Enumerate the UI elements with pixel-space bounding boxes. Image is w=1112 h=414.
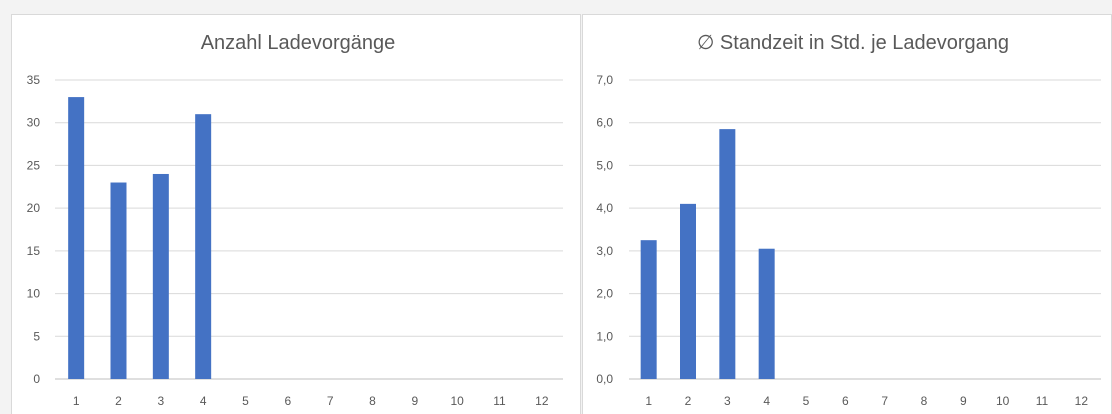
charging-count-x-tick-label: 9 bbox=[411, 394, 418, 408]
charging-count-bar[interactable] bbox=[110, 182, 127, 379]
average-duration-y-tick-label: 7,0 bbox=[596, 73, 613, 87]
average-duration-x-tick-label: 10 bbox=[996, 394, 1010, 408]
average-duration-y-tick-label: 5,0 bbox=[596, 158, 613, 172]
charging-count-x-tick-label: 4 bbox=[200, 394, 207, 408]
charging-count-y-tick-label: 10 bbox=[27, 287, 41, 301]
average-duration-x-tick-label: 1 bbox=[645, 394, 652, 408]
average-duration-bar[interactable] bbox=[758, 248, 775, 379]
average-duration-bar[interactable] bbox=[640, 240, 657, 379]
charging-count-x-tick-label: 1 bbox=[73, 394, 80, 408]
charging-count-bar[interactable] bbox=[195, 114, 212, 380]
charging-count-x-tick-label: 10 bbox=[450, 394, 464, 408]
average-duration-y-tick-label: 3,0 bbox=[596, 244, 613, 258]
charging-count-x-tick-label: 6 bbox=[284, 394, 291, 408]
average-duration-x-tick-label: 4 bbox=[763, 394, 770, 408]
average-duration-x-tick-label: 7 bbox=[881, 394, 888, 408]
average-duration-y-tick-label: 1,0 bbox=[596, 329, 613, 343]
charging-count-bar[interactable] bbox=[68, 97, 85, 379]
charging-count-bar[interactable] bbox=[152, 173, 169, 379]
charging-count-y-tick-label: 20 bbox=[27, 201, 41, 215]
average-duration-x-tick-label: 9 bbox=[960, 394, 967, 408]
charging-count-x-tick-label: 5 bbox=[242, 394, 249, 408]
average-duration-x-tick-label: 12 bbox=[1075, 394, 1089, 408]
charging-count-y-tick-label: 0 bbox=[33, 372, 40, 386]
charging-count-x-tick-label: 8 bbox=[369, 394, 376, 408]
charging-count-x-tick-label: 11 bbox=[493, 394, 506, 408]
average-duration-bar[interactable] bbox=[719, 129, 736, 379]
average-duration-chart-title: ∅ Standzeit in Std. je Ladevorgang bbox=[697, 32, 1009, 54]
charging-count-x-tick-label: 2 bbox=[115, 394, 122, 408]
average-duration-x-tick-label: 2 bbox=[685, 394, 692, 408]
average-duration-x-tick-label: 5 bbox=[803, 394, 810, 408]
average-duration-y-tick-label: 0,0 bbox=[596, 372, 613, 386]
average-duration-x-tick-label: 8 bbox=[921, 394, 928, 408]
chart-panel-average-duration[interactable]: ∅ Standzeit in Std. je Ladevorgang 0,0 1,0… bbox=[582, 14, 1112, 414]
charging-count-x-tick-label: 12 bbox=[535, 394, 549, 408]
average-duration-x-tick-label: 6 bbox=[842, 394, 849, 408]
charging-count-y-tick-label: 30 bbox=[27, 116, 41, 130]
charging-count-y-tick-label: 35 bbox=[27, 73, 41, 87]
average-duration-y-tick-label: 4,0 bbox=[596, 201, 613, 215]
average-duration-bar[interactable] bbox=[680, 203, 696, 379]
charging-count-y-tick-label: 5 bbox=[33, 329, 40, 343]
average-duration-x-tick-label: 3 bbox=[724, 394, 731, 408]
charging-count-y-tick-label: 25 bbox=[27, 158, 41, 172]
charging-count-x-tick-label: 7 bbox=[327, 394, 334, 408]
charging-count-chart-title: Anzahl Ladevorgänge bbox=[201, 32, 396, 54]
average-duration-x-tick-label: 11 bbox=[1036, 394, 1049, 408]
average-duration-y-tick-label: 2,0 bbox=[596, 287, 613, 301]
charging-count-x-tick-label: 3 bbox=[157, 394, 164, 408]
charging-count-y-tick-label: 15 bbox=[27, 244, 41, 258]
average-duration-y-tick-label: 6,0 bbox=[596, 116, 613, 130]
average-duration-chart: ∅ Standzeit in Std. je Ladevorgang 0,0 1,0… bbox=[596, 32, 1101, 408]
chart-panel-charging-count[interactable]: Anzahl Ladevorgänge 0 5 10 15 20 25 30 35 1 2 3 4 5 6 7… bbox=[11, 14, 581, 414]
